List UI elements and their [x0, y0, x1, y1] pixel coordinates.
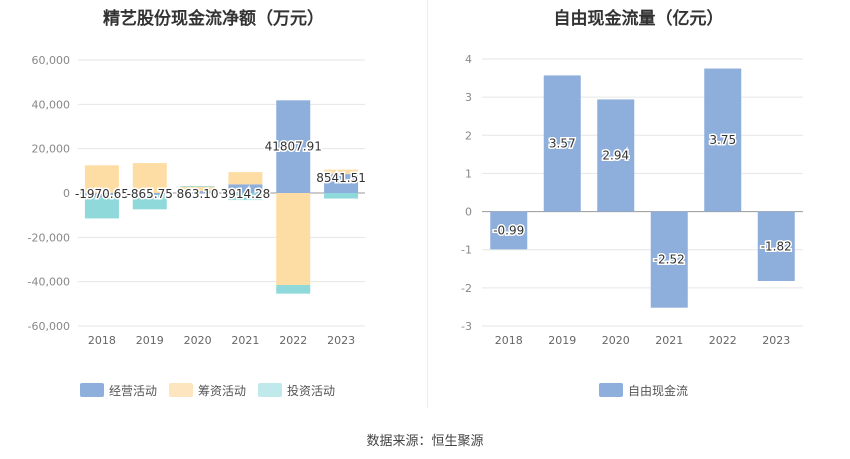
- bar-segment: [132, 163, 167, 193]
- left-chart-title: 精艺股份现金流净额（万元）: [103, 9, 324, 29]
- bar-segment: [180, 191, 215, 193]
- bar-segment: [132, 193, 167, 195]
- x-tick-label: 2023: [762, 334, 790, 347]
- data-label: 3914.28: [221, 187, 271, 201]
- data-label: 2.94: [602, 149, 629, 163]
- y-tick-label: 20,000: [32, 143, 71, 156]
- y-tick-label: -40,000: [28, 276, 70, 289]
- cashflow-stacked-bar-chart: 60,000 40,000 20,000 0 -20,000 -40,000 -60,000…: [28, 54, 368, 347]
- data-label: -865.75: [127, 187, 173, 201]
- bar-segment: [228, 193, 263, 201]
- y-tick-label: 0: [63, 187, 70, 200]
- bar: [757, 211, 795, 281]
- data-label: 3.57: [549, 136, 576, 150]
- bar-segment: [276, 193, 311, 285]
- bar-segment: [324, 193, 359, 199]
- bar: [650, 211, 688, 308]
- x-tick-label: 2020: [602, 334, 630, 347]
- left-legend: 经营活动 筹资活动 投资活动: [80, 382, 347, 398]
- x-tick-label: 2022: [279, 334, 307, 347]
- y-tick-label: 1: [465, 167, 472, 180]
- y-tick-label: 60,000: [32, 54, 71, 67]
- bar-segment: [228, 172, 263, 185]
- legend-label-operating: 经营活动: [109, 383, 158, 398]
- legend-item-financing[interactable]: 筹资活动: [169, 382, 246, 399]
- data-label: 41807.91: [265, 140, 322, 154]
- bar-segment: [84, 193, 119, 198]
- data-label: -1.82: [761, 239, 792, 253]
- y-tick-label: 2: [465, 129, 472, 142]
- right-chart-title: 自由现金流量（亿元）: [553, 9, 724, 29]
- bar-segment: [324, 174, 359, 193]
- legend-swatch-operating: [80, 383, 104, 397]
- y-tick-label: 3: [465, 91, 472, 104]
- data-label: -0.99: [493, 223, 524, 237]
- bar: [490, 211, 528, 250]
- data-source-footer: 数据来源：恒生聚源: [366, 434, 484, 449]
- legend-item-free-cashflow[interactable]: 自由现金流: [599, 382, 688, 399]
- x-tick-label: 2019: [548, 334, 576, 347]
- x-tick-label: 2021: [655, 334, 683, 347]
- data-label: 3.75: [709, 133, 736, 147]
- data-label: -1970.65: [75, 187, 129, 201]
- bar-segment: [132, 194, 167, 210]
- x-tick-label: 2018: [88, 334, 116, 347]
- bar-segment: [276, 284, 311, 294]
- bar: [704, 68, 742, 212]
- x-tick-label: 2022: [709, 334, 737, 347]
- bar: [543, 75, 581, 212]
- x-tick-label: 2020: [184, 334, 212, 347]
- panel-divider: [427, 0, 428, 408]
- legend-label-financing: 筹资活动: [198, 383, 247, 398]
- legend-swatch-investing: [258, 383, 283, 397]
- bar-segment: [324, 169, 359, 175]
- y-tick-label: -3: [461, 320, 472, 333]
- legend-item-investing[interactable]: 投资活动: [258, 382, 335, 399]
- bar-segment: [228, 184, 263, 193]
- bar-segment: [276, 100, 311, 193]
- x-tick-label: 2018: [495, 334, 523, 347]
- y-tick-label: -2: [461, 282, 472, 295]
- legend-swatch-free-cashflow: [599, 383, 623, 397]
- bar: [597, 99, 635, 212]
- free-cashflow-bar-chart: 4 3 2 1 0 -1 -2 -3 -0.99 2018 3.57 2019 2.94 2020 -2.5…: [461, 53, 803, 347]
- y-tick-label: -60,000: [28, 320, 70, 333]
- data-label: 863.10: [177, 187, 219, 201]
- data-label: -2.52: [654, 253, 685, 267]
- bar-segment: [84, 197, 119, 219]
- legend-item-operating[interactable]: 经营活动: [80, 382, 157, 399]
- y-tick-label: 0: [465, 206, 472, 219]
- y-tick-label: -1: [461, 244, 472, 257]
- legend-label-free-cashflow: 自由现金流: [628, 383, 689, 398]
- x-tick-label: 2021: [231, 334, 259, 347]
- data-label: 8541.51: [316, 171, 366, 185]
- y-tick-label: 40,000: [32, 98, 71, 111]
- bar-segment: [180, 185, 215, 187]
- bar-segment: [84, 165, 119, 193]
- legend-swatch-financing: [169, 383, 194, 397]
- y-tick-label: -20,000: [28, 231, 70, 244]
- legend-label-investing: 投资活动: [287, 383, 336, 398]
- x-tick-label: 2019: [136, 334, 164, 347]
- bar-segment: [180, 186, 215, 192]
- y-tick-label: 4: [465, 53, 472, 66]
- right-legend: 自由现金流: [599, 382, 700, 398]
- x-tick-label: 2023: [327, 334, 355, 347]
